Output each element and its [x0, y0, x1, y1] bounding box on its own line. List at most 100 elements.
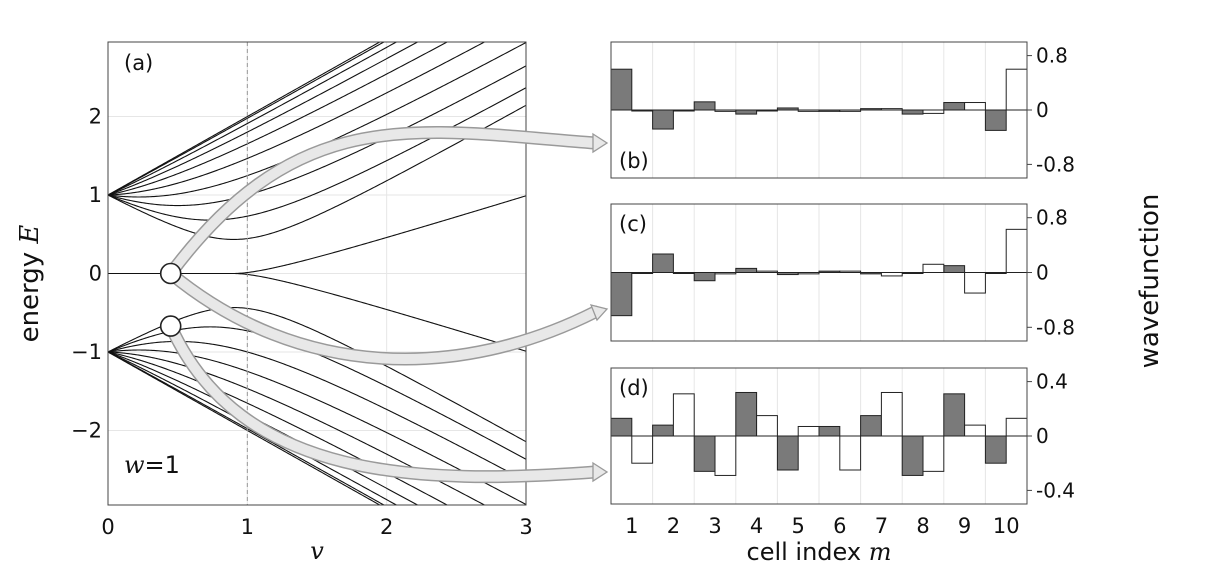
x-tick-label: 7 [875, 514, 888, 538]
x-tick-label: 5 [792, 514, 805, 538]
bar-sublattice-a [984, 435, 1007, 464]
bar-sublattice-b [714, 272, 737, 275]
y-tick-label: -0.8 [1036, 315, 1075, 339]
panel-a-frame [107, 41, 527, 506]
state-marker-circle [159, 315, 182, 337]
x-tick-label: 2 [380, 515, 393, 539]
bar-sublattice-a [610, 417, 633, 437]
energy-band-upper-line [108, 42, 385, 196]
bar-sublattice-a [693, 272, 716, 282]
bar-sublattice-b [880, 391, 903, 437]
y-axis-label-text: energy [15, 244, 45, 343]
bar-sublattice-a [610, 272, 633, 317]
energy-band-upper-line [108, 42, 381, 196]
bar-sublattice-b [839, 109, 862, 112]
bar-sublattice-b [922, 109, 945, 114]
bar-sublattice-b [922, 435, 945, 472]
y-tick-label: 0 [1036, 261, 1049, 285]
y-tick-label: 1 [89, 183, 102, 207]
y-tick-label: 0 [1036, 98, 1049, 122]
energy-band-upper-line [108, 42, 526, 198]
panel-d-wavefunction: 0.4 0 -0.4 (d) 1 2 3 4 5 6 7 8 9 10 [610, 367, 1075, 538]
x-tick-label: 1 [241, 515, 254, 539]
bar-sublattice-a [943, 265, 966, 273]
edge-state-upper-line [108, 195, 526, 275]
bar-sublattice-a [901, 109, 924, 115]
x-tick-label: 0 [101, 515, 114, 539]
y-tick-label: 0.8 [1036, 206, 1068, 230]
bar-sublattice-b [714, 435, 737, 476]
connector-arrowhead [592, 132, 609, 154]
bar-sublattice-a [818, 425, 841, 437]
bar-sublattice-a [818, 270, 841, 274]
bar-sublattice-b [672, 272, 695, 274]
y-tick-label: 0.8 [1036, 44, 1068, 68]
panel-c-wavefunction: 0.8 0 -0.8 (c) [610, 203, 1075, 342]
y-tick-label: 0.4 [1036, 370, 1068, 394]
annotation-value: =1 [145, 451, 180, 479]
energy-band-upper-line [108, 42, 419, 196]
bar-sublattice-b [756, 415, 778, 437]
x-tick-label: 9 [958, 514, 971, 538]
bar-sublattice-b [964, 272, 986, 294]
x-tick-label: 6 [833, 514, 846, 538]
bar-sublattice-a [943, 102, 966, 111]
panel-a-y-tick-labels: 2 1 0 −1 −2 [71, 105, 102, 443]
panel-a-state-markers [159, 262, 182, 337]
bar-sublattice-b [631, 109, 654, 112]
bar-sublattice-a [776, 107, 799, 111]
bar-sublattice-a [652, 424, 674, 437]
bar-sublattice-a [610, 68, 633, 111]
bar-sublattice-a [860, 272, 882, 275]
bar-sublattice-a [901, 272, 924, 274]
bar-sublattice-b [1005, 228, 1028, 273]
bar-sublattice-a [984, 272, 1007, 274]
y-tick-label: -0.8 [1036, 152, 1075, 176]
x-tick-label: 8 [916, 514, 929, 538]
energy-band-lower-line [108, 351, 449, 505]
bar-sublattice-b [839, 270, 862, 274]
connector-arrow [165, 127, 600, 279]
bar-sublattice-a [860, 415, 882, 437]
energy-band-lower-line [108, 351, 486, 505]
energy-band-upper-line [108, 42, 486, 196]
panel-a-x-tick-labels: 0 1 2 3 [101, 515, 532, 539]
energy-band-upper-line [108, 65, 526, 207]
bar-sublattice-b [839, 435, 862, 471]
connector-arrowhead [592, 461, 609, 483]
x-tick-label: 2 [667, 514, 680, 538]
bar-sublattice-b [714, 109, 737, 112]
cell-index-axis-label: cell index m [747, 538, 892, 566]
y-tick-label: −2 [71, 418, 102, 442]
energy-band-lower-line [108, 351, 398, 505]
panel-label: (c) [619, 212, 647, 236]
connector-arrowhead [589, 304, 609, 322]
bar-sublattice-a [818, 109, 841, 112]
bar-sublattice-a [776, 272, 799, 276]
panel-a-energy-spectrum: 0 1 2 3 2 1 0 −1 −2 (a) w=1 v energy E [15, 41, 533, 565]
y-tick-label: −1 [71, 340, 102, 364]
bar-sublattice-b [756, 109, 778, 112]
x-tick-label: 3 [708, 514, 721, 538]
panel-a-label: (a) [124, 51, 153, 75]
bar-sublattice-a [735, 391, 758, 437]
bar-sublattice-a [735, 109, 758, 115]
panel-a-x-axis-label: v [310, 537, 324, 565]
energy-band-upper-line [108, 42, 449, 196]
bar-sublattice-b [631, 435, 654, 464]
bar-sublattice-b [797, 109, 820, 112]
energy-band-upper-line [108, 87, 526, 221]
wavefunction-axis-label: wavefunction [1135, 194, 1165, 369]
y-tick-label: 0 [1036, 424, 1049, 448]
bar-sublattice-b [964, 102, 986, 111]
panel-label: (b) [619, 149, 649, 173]
bar-sublattice-a [693, 101, 716, 111]
annotation-variable: w [124, 451, 145, 479]
bar-sublattice-b [797, 425, 820, 437]
state-marker-circle [159, 262, 182, 285]
cell-index-label-text: cell index [747, 538, 869, 566]
bar-sublattice-b [964, 424, 986, 437]
y-tick-label: 0 [89, 262, 102, 286]
x-tick-label: 1 [625, 514, 638, 538]
